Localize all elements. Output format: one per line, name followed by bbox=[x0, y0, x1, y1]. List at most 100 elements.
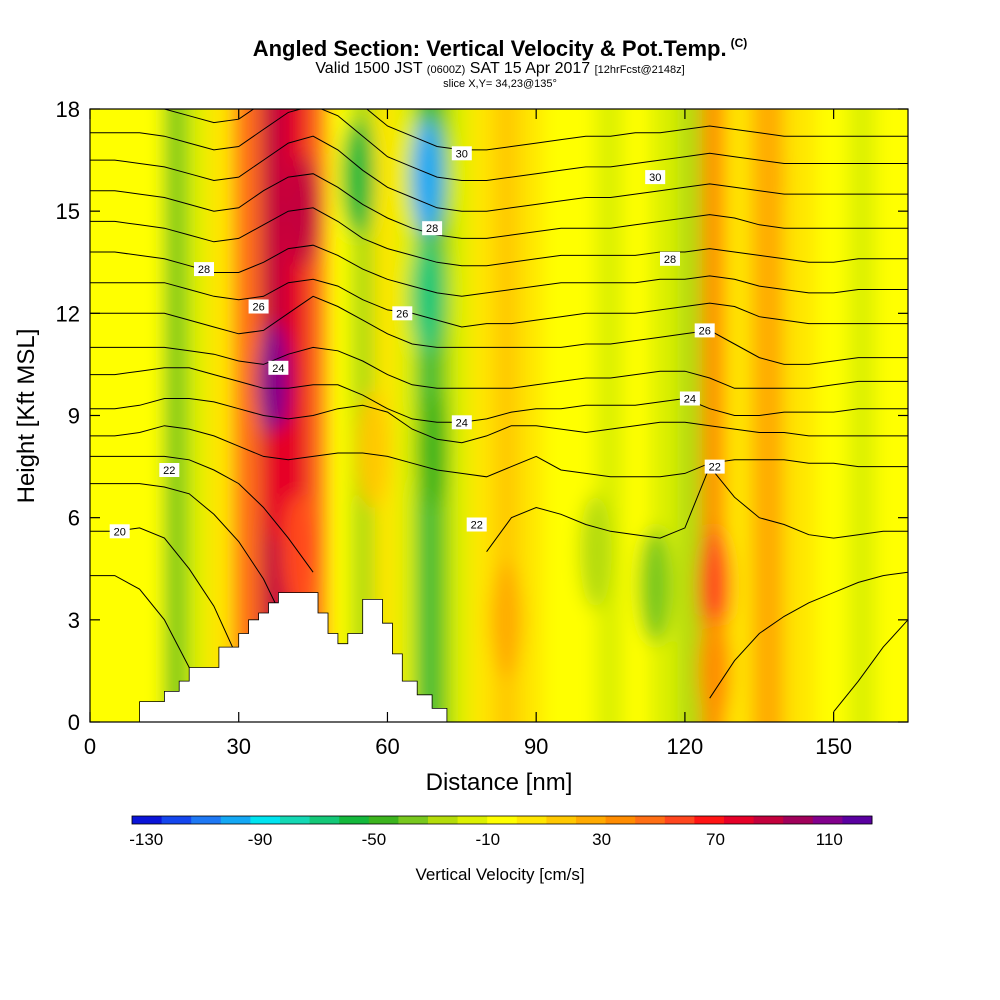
velocity-cell bbox=[411, 238, 444, 355]
velocity-column bbox=[206, 109, 235, 722]
velocity-column bbox=[543, 109, 570, 722]
isentrope-line bbox=[90, 367, 908, 423]
colorbar-swatch bbox=[457, 816, 488, 824]
contour-labels: 20 22 22 22 24 24 24 26 26 26 28 28 28 30 30 bbox=[109, 146, 725, 539]
colorbar-swatch bbox=[605, 816, 636, 824]
contour-label-text: 26 bbox=[252, 302, 264, 314]
colorbar-swatch bbox=[220, 816, 251, 824]
valid-date: SAT 15 Apr 2017 bbox=[469, 60, 591, 77]
y-tick-label: 3 bbox=[68, 608, 80, 633]
chart-title: Angled Section: Vertical Velocity & Pot.… bbox=[0, 36, 1000, 62]
colorbar-swatch bbox=[664, 816, 695, 824]
forecast-tag: [12hrFcst@2148z] bbox=[594, 64, 685, 76]
contour-label-bg bbox=[645, 170, 666, 185]
contour-label-text: 22 bbox=[709, 462, 721, 474]
isentrope-line bbox=[90, 135, 908, 212]
velocity-cell bbox=[356, 391, 389, 508]
colorbar-tick-label: -90 bbox=[248, 830, 273, 849]
velocity-cell bbox=[579, 493, 612, 610]
isentrope-line bbox=[90, 398, 908, 444]
velocity-cell bbox=[287, 153, 320, 270]
x-tick-label: 30 bbox=[226, 734, 250, 759]
isentrope-line bbox=[90, 425, 908, 478]
contour-label-text: 30 bbox=[649, 172, 661, 184]
velocity-cell bbox=[416, 391, 449, 508]
contour-label-text: 28 bbox=[664, 254, 676, 266]
colorbar-swatch bbox=[339, 816, 370, 824]
contour-label: 30 bbox=[451, 146, 472, 161]
contour-label-bg bbox=[159, 463, 180, 477]
y-tick-label: 6 bbox=[68, 506, 80, 531]
velocity-cell bbox=[698, 612, 731, 722]
contour-label-bg bbox=[422, 221, 443, 236]
contour-label: 28 bbox=[660, 251, 680, 266]
contour-label: 24 bbox=[268, 360, 289, 375]
contour-label-bg bbox=[451, 146, 472, 161]
contour-label: 28 bbox=[422, 221, 443, 236]
y-tick-label: 18 bbox=[56, 97, 80, 122]
title-mark: (C) bbox=[730, 36, 748, 50]
colorbar-swatch bbox=[161, 816, 192, 824]
y-tick-label: 12 bbox=[56, 301, 80, 326]
contour-label-bg bbox=[679, 391, 700, 406]
velocity-cell bbox=[639, 527, 672, 644]
contour-label: 24 bbox=[679, 391, 700, 406]
velocity-column bbox=[129, 109, 166, 722]
velocity-cell bbox=[411, 119, 444, 236]
velocity-column bbox=[816, 109, 850, 722]
colorbar-tick-label: -130 bbox=[129, 830, 163, 849]
colorbar-frame bbox=[131, 815, 873, 825]
colorbar: -130 -90 -50 -10 30 70 110 bbox=[129, 815, 873, 849]
velocity-column bbox=[469, 109, 496, 722]
isentrope-line bbox=[90, 173, 908, 239]
contour-label: 24 bbox=[451, 415, 472, 430]
isentrope-line bbox=[90, 207, 908, 267]
isentrope-line bbox=[90, 278, 908, 328]
velocity-column bbox=[164, 109, 188, 722]
title-text: Angled Section: Vertical Velocity & Pot.… bbox=[252, 36, 727, 61]
velocity-column bbox=[327, 109, 352, 722]
contour-label-bg bbox=[451, 415, 472, 430]
contour-label-text: 24 bbox=[684, 394, 696, 406]
contour-label: 22 bbox=[466, 517, 487, 532]
colorbar-swatch bbox=[546, 816, 577, 824]
velocity-column bbox=[375, 109, 399, 722]
colorbar-tick-label: 70 bbox=[706, 830, 725, 849]
x-tick-label: 90 bbox=[524, 734, 548, 759]
contour-label-text: 30 bbox=[456, 148, 468, 160]
colorbar-swatch bbox=[398, 816, 429, 824]
contour-label: 22 bbox=[159, 463, 180, 477]
colorbar-swatch bbox=[812, 816, 843, 824]
contour-label-bg bbox=[194, 262, 214, 277]
y-tick-label: 0 bbox=[68, 710, 80, 735]
contour-label-text: 28 bbox=[426, 223, 438, 235]
x-axis-label: Distance [nm] bbox=[426, 769, 573, 796]
isentrope-line bbox=[90, 244, 908, 297]
y-tick-label: 15 bbox=[56, 199, 80, 224]
chart-subtitle: Valid 1500 JST (0600Z) SAT 15 Apr 2017 [… bbox=[0, 60, 1000, 78]
contour-label-bg bbox=[704, 459, 725, 474]
y-axis-label: Height [Kft MSL] bbox=[13, 329, 40, 504]
velocity-cell bbox=[490, 561, 523, 678]
contour-label-text: 20 bbox=[114, 526, 126, 538]
velocity-cell bbox=[698, 527, 731, 644]
velocity-field bbox=[90, 109, 908, 722]
velocity-column bbox=[595, 109, 624, 722]
contour-label: 28 bbox=[194, 262, 214, 277]
velocity-column bbox=[650, 109, 679, 722]
contour-label-text: 28 bbox=[198, 264, 210, 276]
colorbar-swatch bbox=[724, 816, 755, 824]
valid-time: Valid 1500 JST bbox=[315, 60, 423, 77]
contour-label-text: 24 bbox=[272, 363, 284, 375]
isentrope-line bbox=[90, 346, 908, 389]
colorbar-tick-label: -50 bbox=[362, 830, 387, 849]
colorbar-swatch bbox=[516, 816, 547, 824]
contour-label: 20 bbox=[109, 524, 130, 539]
x-tick-label: 150 bbox=[815, 734, 852, 759]
colorbar-swatch bbox=[191, 816, 222, 824]
colorbar-swatch bbox=[250, 816, 281, 824]
contour-label-bg bbox=[694, 323, 715, 338]
contour-label: 26 bbox=[694, 323, 715, 338]
isentrope-line bbox=[90, 483, 908, 699]
velocity-cell bbox=[753, 119, 786, 236]
